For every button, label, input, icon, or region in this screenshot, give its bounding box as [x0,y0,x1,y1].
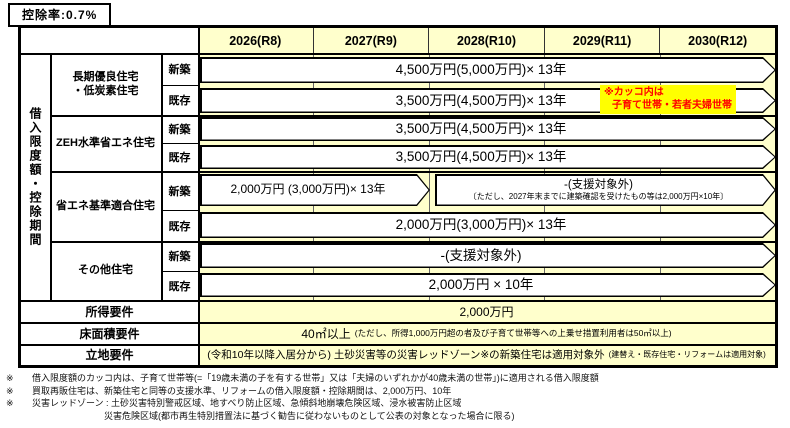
category-long-term-quality: 長期優良住宅 ・低炭素住宅 [50,53,161,115]
footnote-line: ※ 買取再販住宅は、新築住宅と同等の支援水準、リフォームの借入限度額・控除期間は… [6,385,786,398]
footnotes: ※ 借入限度額のカッコ内は、子育て世帯等(=「19歳未満の子を有する世帯」又は「… [6,372,786,422]
location-note: (建替え・既存住宅・リフォームは適用対象) [608,350,766,359]
type-divider [161,85,198,86]
value-text: -(支援対象外) 〔ただし、2027年末までに建築確認を受けたもの等は2,000… [435,174,776,206]
header-separator [21,53,775,55]
arrow-fill [202,119,775,140]
header-year-2026: 2026(R8) [229,33,282,48]
type-divider [161,210,198,211]
header-year-row: 2026(R8) 2027(R9) 2028(R10) 2029(R11) 20… [198,28,775,53]
header-blank-cell [21,28,198,53]
parentheses-note-line1: ※カッコ内は [604,87,664,98]
value-text: -(支援対象外) [440,247,522,263]
header-year-2029: 2029(R11) [543,28,660,53]
axis-label: 借入限度額・控除期間 [21,53,50,300]
type-divider [161,143,198,144]
category-energy-standard: 省エネ基準適合住宅 [50,171,161,241]
floor-area-requirement-value: 40㎡以上 (ただし、所得1,000万円超の者及び子育て世帯等への上乗せ措置利用… [198,322,775,344]
vertical-divider [50,53,52,300]
parentheses-note: ※カッコ内は 子育て世帯・若者夫婦世帯 [600,85,736,114]
parentheses-note-line2: 子育て世帯・若者夫婦世帯 [612,100,732,111]
build-type-label: 既存 [161,271,198,300]
value-arrow: -(支援対象外) [200,243,776,268]
group-separator [50,241,775,243]
footnote-marker: ※ [6,373,14,383]
floor-area-requirement-label: 床面積要件 [21,322,198,344]
value-arrow: 2,000万円(3,000万円)× 13年 [200,212,776,238]
footnote-marker: ※ [6,398,14,408]
header-year-2028: 2028(R10) [428,28,544,53]
value-text: 3,500万円(4,500万円)× 13年 [395,92,567,108]
vertical-divider [161,53,163,300]
vertical-divider [198,28,200,365]
floor-area-note: (ただし、所得1,000万円超の者及び子育て世帯等への上乗せ措置利用者は50㎡以… [354,328,672,338]
arrow-fill [202,59,775,82]
value-arrow-2028-2030: -(支援対象外) 〔ただし、2027年末までに建築確認を受けたもの等は2,000… [435,174,776,206]
group-separator [50,171,775,173]
footnote-marker [6,410,32,423]
value-text: 2,000万円 × 10年 [428,277,534,293]
arrow-fill [202,245,775,267]
build-type-label: 新築 [161,53,198,85]
floor-area-main: 40㎡以上 [301,326,351,341]
type-divider [161,271,198,272]
row-separator [21,322,775,324]
value-text: 2,000万円(3,000万円)× 13年 [395,217,567,233]
build-type-label: 既存 [161,85,198,115]
footnote-line: ※ 借入限度額のカッコ内は、子育て世帯等(=「19歳未満の子を有する世帯」又は「… [6,372,786,385]
footnote-text: 災害危険区域(都市再生特別措置法に基づく勧告に従わないものとして公表の対象となっ… [104,410,515,421]
value-main: -(支援対象外) [564,178,633,191]
group-separator [50,115,775,117]
build-type-label: 新築 [161,171,198,210]
location-requirement-label: 立地要件 [21,344,198,365]
arrow-fill [202,147,775,168]
location-requirement-value: (令和10年以降入居分から) 土砂災害等の災害レッドゾーン※の新築住宅は適用対象… [198,344,775,365]
category-line: ZEH水準省エネ住宅 [56,136,155,149]
value-arrow: 2,000万円 × 10年 [200,273,776,297]
build-type-label: 既存 [161,143,198,171]
income-requirement-value: 2,000万円 [198,300,775,322]
arrow-fill [202,275,775,296]
value-arrow: 3,500万円(4,500万円)× 13年 [200,145,776,169]
value-text: 3,500万円(4,500万円)× 13年 [395,121,567,137]
value-arrow: 3,500万円(4,500万円)× 13年 [200,117,776,141]
value-text: 3,500万円(4,500万円)× 13年 [395,149,567,165]
deduction-rate-label: 控除率:0.7% [22,8,98,22]
income-requirement-label: 所得要件 [21,300,198,322]
arrow-fill [437,176,775,205]
row-separator [21,300,775,302]
header-year-2027: 2027(R9) [312,28,429,53]
location-main: (令和10年以降入居分から) 土砂災害等の災害レッドゾーン※の新築住宅は適用対象… [207,349,605,361]
footnote-text: 災害レッドゾーン : 土砂災害特別警戒区域、地すべり防止区域、急傾斜地崩壊危険区… [32,398,462,408]
value-text: 4,500万円(5,000万円)× 13年 [395,62,567,78]
footnote-line: ※ 災害レッドゾーン : 土砂災害特別警戒区域、地すべり防止区域、急傾斜地崩壊危… [6,397,786,410]
build-type-label: 新築 [161,115,198,143]
footnote-text: 買取再販住宅は、新築住宅と同等の支援水準、リフォームの借入限度額・控除期間は、2… [32,385,452,396]
category-other-housing: その他住宅 [50,241,161,300]
arrow-fill [202,176,429,205]
value-arrow-2026-2027: 2,000万円 (3,000万円)× 13年 [200,174,430,206]
category-line: ・低炭素住宅 [72,85,139,97]
arrow-fill [202,214,775,237]
category-zeh: ZEH水準省エネ住宅 [50,115,161,171]
value-note: 〔ただし、2027年末までに建築確認を受けたもの等は2,000万円×10年〕 [468,191,729,201]
build-type-label: 新築 [161,241,198,271]
header-year-2030: 2030(R12) [659,28,775,53]
loan-deduction-table: 2026(R8) 2027(R9) 2028(R10) 2029(R11) 20… [18,25,778,368]
build-type-label: 既存 [161,210,198,241]
footnote-line: 災害危険区域(都市再生特別措置法に基づく勧告に従わないものとして公表の対象となっ… [6,410,786,423]
row-separator [21,344,775,346]
footnote-text: 借入限度額のカッコ内は、子育て世帯等(=「19歳未満の子を有する世帯」又は「夫婦… [32,373,599,383]
footnote-marker: ※ [6,385,14,396]
deduction-rate-box: 控除率:0.7% [8,3,112,27]
value-arrow: 4,500万円(5,000万円)× 13年 [200,57,776,83]
category-line: 長期優良住宅 [72,70,139,83]
value-text: 2,000万円 (3,000万円)× 13年 [230,182,386,197]
category-line: その他住宅 [78,264,133,277]
category-line: 省エネ基準適合住宅 [56,199,155,212]
